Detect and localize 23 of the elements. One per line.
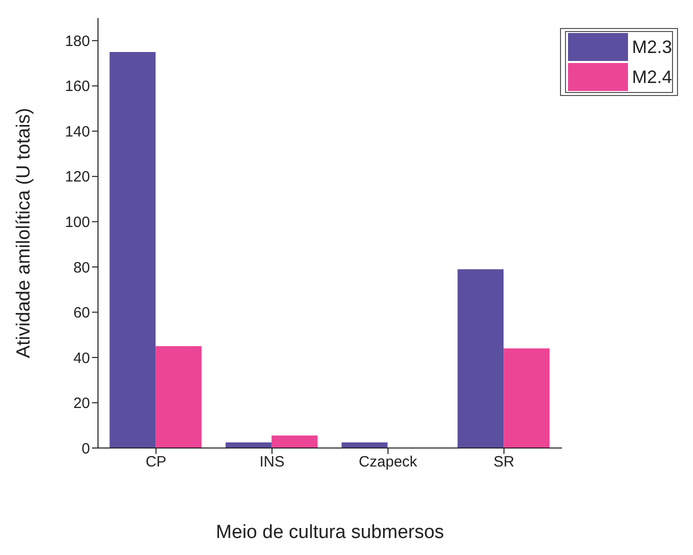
x-tick-label: INS — [259, 454, 284, 471]
y-tick-label: 160 — [64, 78, 90, 96]
bar — [272, 436, 318, 448]
y-tick-label: 40 — [73, 350, 90, 367]
y-tick-label: 60 — [73, 304, 90, 322]
x-tick-label: SR — [494, 454, 515, 471]
bar — [110, 52, 156, 448]
x-tick-label: Czapeck — [358, 454, 418, 471]
legend-label: M2.4 — [630, 66, 672, 88]
bar — [156, 346, 202, 448]
y-tick-label: 0 — [82, 440, 90, 458]
y-tick-label: 140 — [64, 123, 90, 140]
bar — [458, 269, 504, 448]
y-tick-label: 20 — [73, 395, 90, 412]
y-tick-label: 120 — [64, 168, 90, 186]
x-axis-title: Meio de cultura submersos — [216, 522, 444, 543]
y-tick-label: 100 — [64, 214, 90, 232]
bar — [504, 348, 550, 448]
x-tick-label: CP — [146, 454, 166, 471]
y-tick-label: 80 — [73, 259, 90, 276]
legend-label: M2.3 — [630, 36, 672, 58]
y-tick-label: 180 — [64, 32, 90, 50]
y-axis-title: Atividade amilolítica (U totais) — [14, 108, 35, 358]
